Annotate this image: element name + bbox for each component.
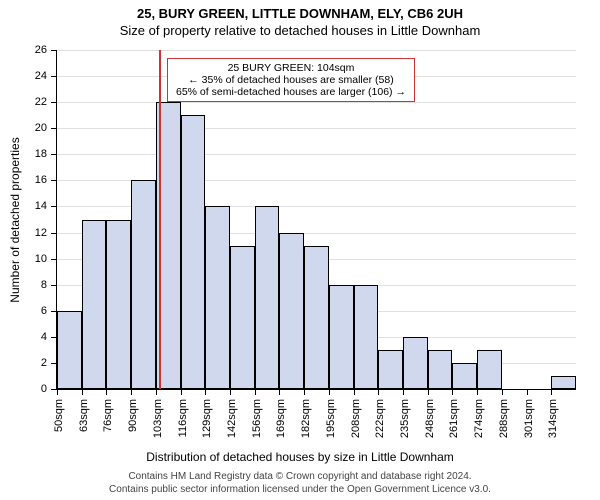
y-tick-label: 26 (35, 44, 57, 56)
x-tick-label: 90sqm (127, 399, 139, 432)
x-tick (181, 389, 182, 395)
x-tick-label: 274sqm (473, 399, 485, 438)
chart-container: 25, BURY GREEN, LITTLE DOWNHAM, ELY, CB6… (0, 0, 600, 500)
x-tick (304, 389, 305, 395)
histogram-bar (403, 337, 428, 389)
x-tick-label: 142sqm (226, 399, 238, 438)
footer-attribution: Contains HM Land Registry data © Crown c… (0, 470, 600, 496)
histogram-bar (378, 350, 403, 389)
x-tick-label: 261sqm (448, 399, 460, 438)
x-tick-label: 248sqm (424, 399, 436, 438)
x-tick-label: 129sqm (201, 399, 213, 438)
histogram-bar (452, 363, 477, 389)
histogram-bar (57, 311, 82, 389)
footer-line-1: Contains HM Land Registry data © Crown c… (0, 470, 600, 483)
x-tick-label: 156sqm (251, 399, 263, 438)
x-tick (452, 389, 453, 395)
x-tick (82, 389, 83, 395)
annotation-line: 65% of semi-detached houses are larger (… (176, 86, 406, 98)
histogram-bar (279, 233, 304, 389)
y-tick-label: 16 (35, 174, 57, 186)
annotation-line: ← 35% of detached houses are smaller (58… (176, 74, 406, 86)
x-tick (428, 389, 429, 395)
histogram-bar (82, 220, 107, 390)
gridline (57, 154, 576, 155)
y-tick-label: 0 (41, 383, 57, 395)
x-tick (378, 389, 379, 395)
gridline (57, 50, 576, 51)
x-tick-label: 182sqm (300, 399, 312, 438)
histogram-plot: 0246810121416182022242650sqm63sqm76sqm90… (56, 50, 576, 390)
x-tick-label: 63sqm (78, 399, 90, 432)
x-tick (551, 389, 552, 395)
annotation-box: 25 BURY GREEN: 104sqm← 35% of detached h… (167, 58, 415, 102)
x-tick-label: 208sqm (350, 399, 362, 438)
x-tick-label: 314sqm (547, 399, 559, 438)
y-tick-label: 20 (35, 122, 57, 134)
annotation-line: 25 BURY GREEN: 104sqm (176, 62, 406, 74)
x-axis-label: Distribution of detached houses by size … (0, 450, 600, 464)
y-tick-label: 22 (35, 96, 57, 108)
y-tick-label: 24 (35, 70, 57, 82)
x-tick-label: 76sqm (102, 399, 114, 432)
histogram-bar (255, 206, 280, 389)
y-tick-label: 18 (35, 148, 57, 160)
x-tick (131, 389, 132, 395)
y-tick-label: 8 (41, 279, 57, 291)
x-tick (279, 389, 280, 395)
title-subtitle: Size of property relative to detached ho… (0, 21, 600, 38)
x-tick-label: 235sqm (399, 399, 411, 438)
y-tick-label: 4 (41, 331, 57, 343)
x-tick (477, 389, 478, 395)
x-tick (502, 389, 503, 395)
histogram-bar (230, 246, 255, 389)
histogram-bar (551, 376, 576, 389)
histogram-bar (477, 350, 502, 389)
x-tick-label: 222sqm (374, 399, 386, 438)
x-tick (230, 389, 231, 395)
y-tick-label: 10 (35, 253, 57, 265)
histogram-bar (181, 115, 206, 389)
gridline (57, 102, 576, 103)
histogram-bar (205, 206, 230, 389)
x-tick-label: 103sqm (152, 399, 164, 438)
y-tick-label: 14 (35, 200, 57, 212)
x-tick (527, 389, 528, 395)
x-tick-label: 195sqm (325, 399, 337, 438)
property-marker-line (159, 50, 161, 389)
histogram-bar (131, 180, 156, 389)
x-tick (156, 389, 157, 395)
x-tick-label: 50sqm (53, 399, 65, 432)
y-axis-label: Number of detached properties (8, 137, 22, 302)
x-tick (354, 389, 355, 395)
x-tick (329, 389, 330, 395)
y-tick-label: 6 (41, 305, 57, 317)
gridline (57, 128, 576, 129)
histogram-bar (304, 246, 329, 389)
x-tick (403, 389, 404, 395)
histogram-bar (329, 285, 354, 389)
histogram-bar (106, 220, 131, 390)
x-tick-label: 116sqm (177, 399, 189, 437)
y-tick-label: 12 (35, 227, 57, 239)
footer-line-2: Contains public sector information licen… (0, 483, 600, 496)
x-tick-label: 301sqm (523, 399, 535, 438)
x-tick (205, 389, 206, 395)
x-tick-label: 288sqm (498, 399, 510, 438)
x-tick (57, 389, 58, 395)
x-tick (255, 389, 256, 395)
x-tick (106, 389, 107, 395)
histogram-bar (354, 285, 379, 389)
title-address: 25, BURY GREEN, LITTLE DOWNHAM, ELY, CB6… (0, 0, 600, 21)
histogram-bar (428, 350, 453, 389)
y-tick-label: 2 (41, 357, 57, 369)
x-tick-label: 169sqm (275, 399, 287, 438)
